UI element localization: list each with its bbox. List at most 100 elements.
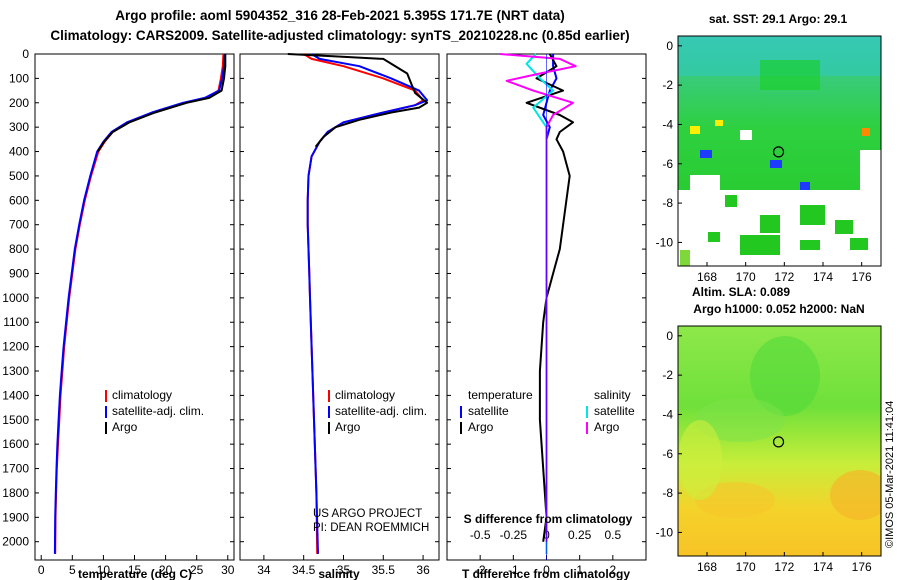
sst-map-frame [677, 35, 882, 267]
depth-tick-label: 800 [9, 242, 29, 256]
sst-map-title: sat. SST: 29.1 Argo: 29.1 [709, 12, 848, 26]
depth-tick-label: 1000 [2, 291, 29, 305]
x-tick-label: 15 [128, 563, 142, 577]
legend-label-argo: Argo [112, 420, 138, 434]
x-tick-label: 5 [69, 563, 76, 577]
series-line-satellite-adj-clim- [53, 53, 226, 554]
sla-map-patches [678, 336, 881, 520]
sst-map: 168 170 172 174 176 0 -2 -4 -6 -8 -10 [656, 35, 882, 284]
depth-axis: 0 100 200 300 400 500 600 700 800 900 1000 1100 1200… [2, 47, 29, 549]
top-x-tick-label: 0.5 [604, 528, 621, 542]
series-line-climatology [303, 53, 425, 554]
x-tick-label: -2 [475, 563, 486, 577]
sla-patch [678, 420, 722, 500]
sst-map-patch [740, 130, 752, 140]
depth-tick-label: 0 [22, 47, 29, 61]
depth-tick-label: 700 [9, 218, 29, 232]
map-x-tick-label: 174 [813, 560, 833, 574]
sst-map-patch [800, 182, 810, 190]
map-x-tick-label: 176 [852, 270, 872, 284]
legend-label-temp-argo: Argo [468, 420, 494, 434]
temperature-legend: climatology satellite-adj. clim. Argo [105, 388, 204, 434]
depth-tick-label: 1200 [2, 340, 29, 354]
map-x-tick-label: 176 [852, 560, 872, 574]
x-tick-label: 36 [416, 563, 430, 577]
temperature-profile-plot: 0 5 10 15 20 25 30 [35, 53, 235, 577]
legend-label-sal-argo: Argo [594, 420, 620, 434]
x-tick-label: 25 [190, 563, 204, 577]
sst-map-patch [690, 175, 720, 195]
top-x-tick-label: -0.25 [500, 528, 528, 542]
depth-tick-label: 1500 [2, 413, 29, 427]
map-x-tick-label: 172 [774, 560, 794, 574]
sst-map-patches [678, 36, 881, 266]
map-y-tick-label: -2 [662, 368, 673, 382]
credit-project: US ARGO PROJECT [313, 508, 422, 520]
sst-map-patch [770, 160, 782, 168]
map-y-tick-label: 0 [666, 329, 673, 343]
figure-title-line1: Argo profile: aoml 5904352_316 28-Feb-20… [115, 8, 564, 23]
map-y-tick-label: -10 [656, 235, 674, 249]
depth-tick-label: 1600 [2, 437, 29, 451]
salinity-legend: climatology satellite-adj. clim. Argo [328, 388, 427, 434]
legend-heading-temperature: temperature [468, 388, 533, 402]
x-tick-label: 30 [221, 563, 235, 577]
x-tick-label: 0 [38, 563, 45, 577]
depth-tick-label: 1100 [3, 315, 29, 329]
depth-tick-label: 300 [9, 120, 29, 134]
map-y-tick-label: -4 [662, 117, 673, 131]
map-y-tick-label: -8 [662, 196, 673, 210]
depth-tick-label: 1400 [2, 388, 29, 402]
difference-legend: temperature satellite Argo salinity sate… [460, 388, 635, 434]
sst-map-patch [740, 235, 780, 255]
map-y-tick-label: -2 [662, 78, 673, 92]
map-x-tick-label: 168 [697, 560, 717, 574]
depth-tick-label: 500 [9, 169, 29, 183]
salinity-profile-plot: 34 34.5 35 35.5 36 [240, 53, 439, 577]
sst-map-patch [725, 195, 737, 207]
map-y-tick-label: -10 [656, 525, 674, 539]
legend-label-temp-satellite: satellite [468, 404, 509, 418]
salinity-xlabel: salinity [318, 567, 360, 580]
sst-map-patch [690, 126, 700, 134]
x-tick-label: 34.5 [292, 563, 316, 577]
sla-patch [695, 482, 775, 518]
map-y-tick-label: -6 [662, 157, 673, 171]
map-y-tick-label: -8 [662, 486, 673, 500]
depth-tick-label: 1800 [2, 486, 29, 500]
sla-map-subtitle: Argo h1000: 0.052 h2000: NaN [693, 302, 864, 316]
x-tick-label: 10 [97, 563, 111, 577]
s-difference-title: S difference from climatology [464, 512, 633, 526]
legend-label-climatology: climatology [335, 388, 395, 402]
sst-map-patch [680, 250, 690, 266]
series-line-salinity-argo [500, 53, 577, 542]
sst-map-patch [760, 215, 780, 233]
depth-tick-label: 1300 [2, 364, 29, 378]
map-y-tick-label: 0 [666, 39, 673, 53]
legend-label-satellite: satellite-adj. clim. [335, 404, 427, 418]
top-x-tick-label: 0.25 [568, 528, 592, 542]
salinity-panel-frame [239, 53, 440, 561]
sst-map-patch [800, 205, 825, 225]
sst-map-patch [760, 60, 820, 90]
x-tick-label: -1 [508, 563, 519, 577]
depth-tick-label: 100 [9, 71, 29, 85]
map-y-tick-label: -6 [662, 447, 673, 461]
map-x-tick-label: 170 [736, 560, 756, 574]
series-line-argo [96, 54, 227, 153]
figure-title-line2: Climatology: CARS2009. Satellite-adjuste… [50, 28, 629, 43]
map-y-tick-label: -4 [662, 407, 673, 421]
map-x-tick-label: 174 [813, 270, 833, 284]
sla-patch [830, 470, 881, 520]
legend-label-satellite: satellite-adj. clim. [112, 404, 204, 418]
depth-tick-label: 2000 [2, 535, 29, 549]
depth-tick-label: 200 [9, 96, 29, 110]
depth-tick-label: 900 [9, 266, 29, 280]
top-x-tick-label: -0.5 [470, 528, 491, 542]
sla-map-frame [677, 325, 882, 557]
sst-map-patch [835, 220, 853, 234]
x-tick-label: 20 [159, 563, 173, 577]
series-line-satellite-adj-clim- [306, 53, 429, 554]
